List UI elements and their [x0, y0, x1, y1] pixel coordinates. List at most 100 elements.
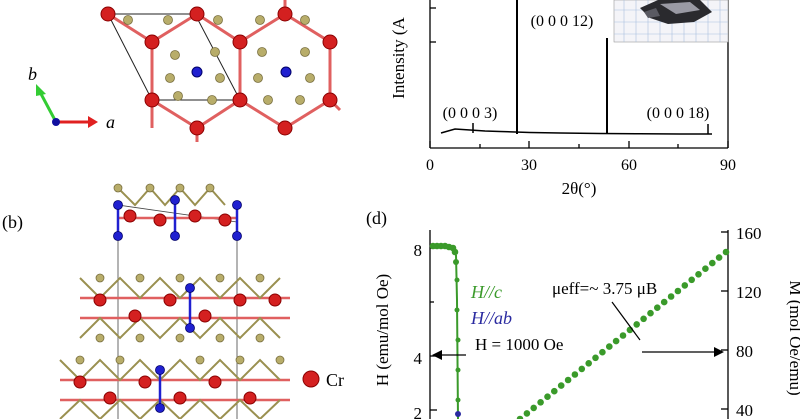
inverse-chi-point: [715, 254, 723, 261]
te-atom: [213, 15, 223, 25]
cr-atom: [100, 6, 116, 22]
te-atom: [210, 47, 220, 57]
cr-atom: [233, 293, 247, 307]
te-atom: [257, 47, 267, 57]
cr-atom: [268, 293, 282, 307]
te-atom: [175, 183, 185, 193]
inverse-chi-point: [516, 415, 524, 419]
b-axis-arrow: [38, 91, 58, 123]
chi-right-tick-label-160: 160: [736, 224, 762, 243]
cr-atom: [144, 34, 160, 50]
ge-atom: [185, 323, 195, 333]
te-atom: [95, 273, 105, 283]
inverse-chi-point: [702, 265, 709, 273]
inverse-chi-point: [557, 382, 565, 389]
te-bonds: [59, 358, 281, 382]
cr-atom: [73, 375, 87, 389]
chi-left-tick-label-2: 2: [414, 404, 423, 419]
chi-left-tick-label-8: 8: [414, 241, 423, 260]
inverse-chi-points: [516, 248, 730, 419]
xrd-x-axis-label: 2θ(°): [562, 179, 597, 198]
ge-atom: [113, 200, 123, 210]
legend-cr-marker: [302, 370, 320, 388]
bond: [107, 12, 153, 44]
mu-eff-annotation: μeff=~ 3.75 μB: [552, 279, 657, 298]
inverse-chi-point: [564, 376, 572, 384]
cr-atom: [123, 209, 137, 223]
cr-atom: [93, 293, 107, 307]
inverse-chi-point: [633, 321, 640, 328]
te-atom: [175, 333, 185, 343]
cr-atom: [138, 375, 152, 389]
field-annotation: H = 1000 Oe: [475, 335, 563, 354]
crystal-shade: [644, 8, 660, 18]
xrd-x-tick-label-0: 0: [426, 157, 434, 174]
ge-atom: [113, 231, 123, 241]
inverse-chi-point: [612, 337, 620, 345]
inverse-chi-point: [599, 348, 606, 356]
cr-atom: [189, 6, 205, 22]
te-bonds: [79, 276, 281, 300]
ge-atom: [155, 365, 165, 375]
inverse-chi-point: [667, 293, 675, 300]
cr-atom: [144, 92, 160, 108]
te-atom: [295, 95, 305, 105]
inverse-chi-point: [647, 309, 654, 317]
te-atom: [255, 15, 265, 25]
chi-left-tick-label-4: 4: [414, 349, 423, 368]
mu-eff-pointer: [611, 301, 641, 341]
cr-atom: [173, 391, 187, 405]
te-atom: [255, 333, 265, 343]
te-atom: [135, 273, 145, 283]
xrd-y-axis-label: Intensity (A: [389, 16, 408, 98]
te-atom: [263, 95, 273, 105]
chi-left-axis-label: H (emu/mol Oe): [373, 274, 392, 386]
cr-atom: [322, 34, 338, 50]
te-atom: [235, 355, 245, 365]
chi-right-axis-label: M (mol Oe/emu): [786, 280, 800, 395]
legend-h-parallel-ab: H//ab: [470, 308, 512, 328]
chi-ab-point: [455, 411, 461, 417]
ge-atom: [280, 66, 292, 78]
xrd-peak-label-00012: (0 0 0 12): [531, 13, 594, 30]
inverse-chi-point: [551, 387, 558, 395]
panel-d-susceptibility-chart: (d) 8 4 2 160 120 80 40 H (emu/mol Oe) M…: [366, 208, 800, 419]
cr-atom: [232, 34, 248, 50]
xrd-x-tick-label-30: 30: [521, 157, 537, 174]
cr-atom: [243, 391, 257, 405]
chi-c-drop-line: [455, 254, 459, 419]
te-atom: [255, 273, 265, 283]
inverse-chi-point: [709, 259, 716, 267]
ge-atom: [185, 283, 195, 293]
te-atom: [215, 333, 225, 343]
chi-right-tick-label-40: 40: [736, 401, 753, 419]
te-atom: [300, 47, 310, 57]
inverse-chi-point: [688, 276, 695, 284]
xrd-peak-label-00018: (0 0 0 18): [647, 105, 710, 122]
te-atom: [165, 73, 175, 83]
cr-atom: [208, 375, 222, 389]
chi-right-tick-label-120: 120: [736, 283, 762, 302]
ge-atom: [232, 200, 242, 210]
b-axis-arrowhead: [36, 84, 46, 96]
ge-atom: [155, 403, 165, 413]
xrd-x-tick-label-90: 90: [720, 157, 736, 174]
inverse-chi-point: [660, 298, 668, 306]
te-atom: [215, 73, 225, 83]
xrd-background-trace: [440, 128, 712, 135]
te-atom: [75, 355, 85, 365]
te-atom: [275, 355, 285, 365]
left-axis-arrowhead: [432, 350, 442, 360]
te-bonds: [59, 398, 281, 419]
axis-label-a: a: [106, 112, 115, 132]
inverse-chi-point: [585, 360, 592, 367]
inverse-chi-point: [681, 282, 689, 289]
te-atom: [305, 73, 315, 83]
te-atom: [300, 15, 310, 25]
legend-h-parallel-c: H//c: [470, 282, 502, 302]
inverse-chi-point: [544, 393, 551, 401]
cr-atom: [103, 391, 117, 405]
cr-atom: [218, 213, 232, 227]
inverse-chi-point: [523, 410, 531, 417]
